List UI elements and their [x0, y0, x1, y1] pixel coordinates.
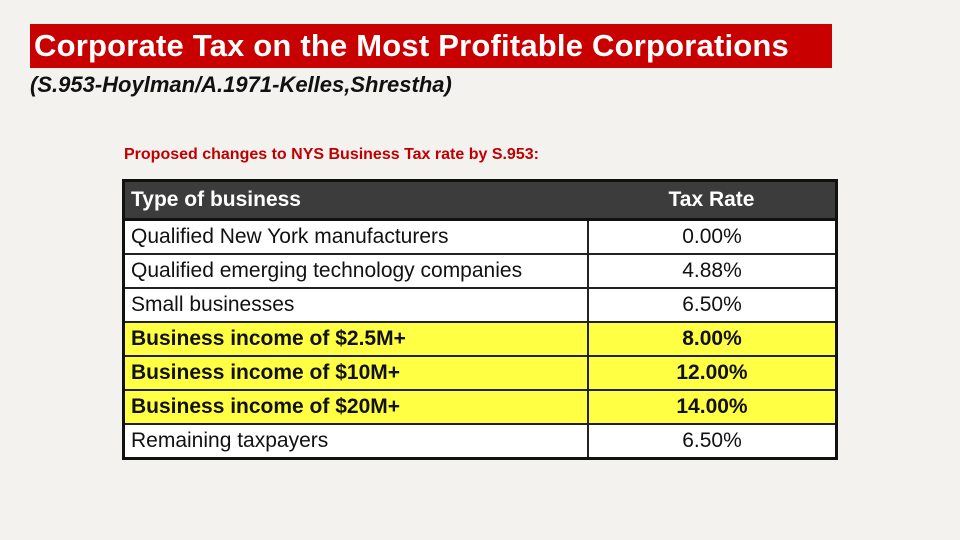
cell-type: Business income of $10M+	[122, 355, 589, 391]
cell-rate: 6.50%	[587, 287, 838, 323]
table-row: Remaining taxpayers 6.50%	[122, 423, 838, 460]
table-row: Small businesses 6.50%	[122, 287, 838, 323]
header-rate: Tax Rate	[588, 180, 837, 221]
slide-subtitle: (S.953-Hoylman/A.1971-Kelles,Shrestha)	[30, 72, 452, 97]
cell-rate: 12.00%	[587, 355, 838, 391]
cell-type: Qualified emerging technology companies	[122, 253, 589, 289]
table-caption: Proposed changes to NYS Business Tax rat…	[124, 146, 539, 163]
cell-type: Small businesses	[122, 287, 589, 323]
table-header-row: Type of business Tax Rate	[123, 180, 837, 221]
cell-rate: 14.00%	[587, 389, 838, 425]
table-row: Business income of $20M+ 14.00%	[122, 389, 838, 425]
header-type: Type of business	[123, 180, 588, 221]
cell-type: Business income of $2.5M+	[122, 321, 589, 357]
cell-rate: 8.00%	[587, 321, 838, 357]
table-row: Qualified New York manufacturers 0.00%	[122, 218, 838, 255]
tax-rate-table: Type of business Tax Rate Qualified New …	[122, 179, 838, 460]
slide-title: Corporate Tax on the Most Profitable Cor…	[30, 24, 832, 68]
cell-rate: 6.50%	[587, 423, 838, 460]
table-row: Qualified emerging technology companies 4…	[122, 253, 838, 289]
cell-type: Business income of $20M+	[122, 389, 589, 425]
cell-type: Qualified New York manufacturers	[122, 218, 589, 255]
cell-rate: 4.88%	[587, 253, 838, 289]
table-row: Business income of $2.5M+ 8.00%	[122, 321, 838, 357]
table-row: Business income of $10M+ 12.00%	[122, 355, 838, 391]
cell-type: Remaining taxpayers	[122, 423, 589, 460]
cell-rate: 0.00%	[587, 218, 838, 255]
